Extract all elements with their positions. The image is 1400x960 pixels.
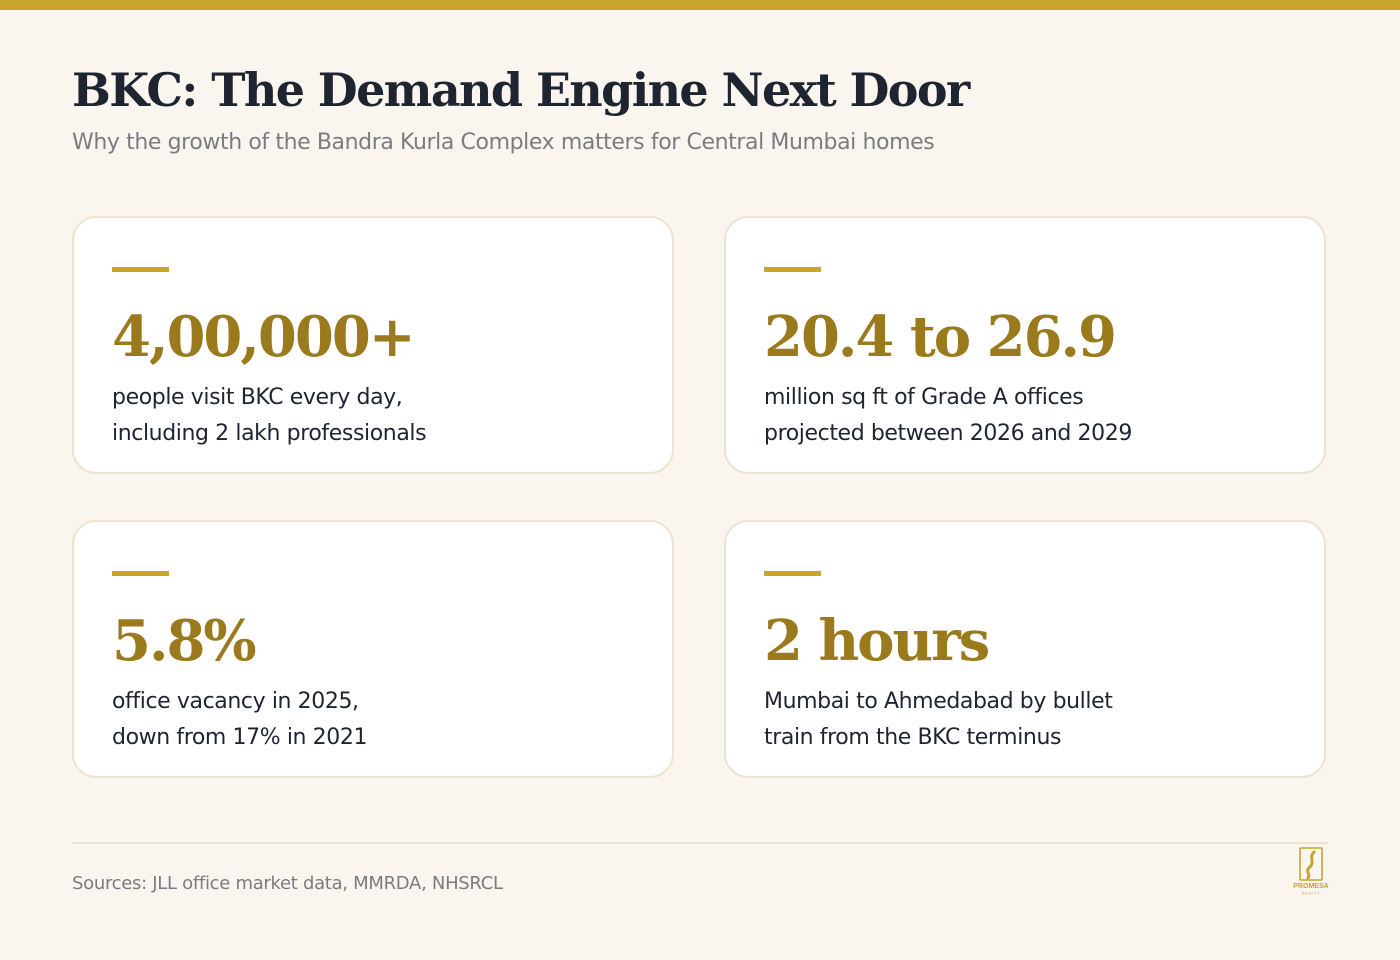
stat-description: office vacancy in 2025, down from 17% in… (112, 684, 367, 756)
card-accent-line (764, 267, 821, 272)
stat-description: people visit BKC every day, including 2 … (112, 380, 427, 452)
stat-card-vacancy: 5.8% office vacancy in 2025, down from 1… (72, 520, 674, 778)
stat-description: Mumbai to Ahmedabad by bullet train from… (764, 684, 1113, 756)
logo-mark (1306, 850, 1316, 880)
card-accent-line (112, 267, 169, 272)
stat-description-line: people visit BKC every day, (112, 385, 403, 410)
card-accent-line (764, 571, 821, 576)
stat-card-visitors: 4,00,000+ people visit BKC every day, in… (72, 216, 674, 474)
stat-description-line: train from the BKC terminus (764, 725, 1062, 750)
stat-description: million sq ft of Grade A offices project… (764, 380, 1132, 452)
footer-divider (72, 842, 1328, 844)
stat-value: 2 hours (764, 608, 990, 674)
stat-card-bullet-train: 2 hours Mumbai to Ahmedabad by bullet tr… (724, 520, 1326, 778)
logo-wordmark: PROMESA (1293, 883, 1328, 890)
page-title: BKC: The Demand Engine Next Door (72, 63, 970, 117)
logo-frame (1299, 847, 1323, 881)
stat-description-line: including 2 lakh professionals (112, 421, 427, 446)
page-subtitle: Why the growth of the Bandra Kurla Compl… (72, 130, 935, 155)
stat-value: 5.8% (112, 608, 257, 674)
stat-description-line: Mumbai to Ahmedabad by bullet (764, 689, 1113, 714)
logo-tagline: REALTY (1302, 892, 1321, 896)
stat-description-line: million sq ft of Grade A offices (764, 385, 1084, 410)
stat-description-line: projected between 2026 and 2029 (764, 421, 1132, 446)
stat-value: 4,00,000+ (112, 304, 416, 370)
promesa-logo: PROMESA REALTY (1293, 847, 1329, 896)
stat-value: 20.4 to 26.9 (764, 304, 1117, 370)
stat-card-office-supply: 20.4 to 26.9 million sq ft of Grade A of… (724, 216, 1326, 474)
card-accent-line (112, 571, 169, 576)
stat-description-line: down from 17% in 2021 (112, 725, 368, 750)
top-accent-bar (0, 0, 1400, 10)
stat-description-line: office vacancy in 2025, (112, 689, 359, 714)
sources-note: Sources: JLL office market data, MMRDA, … (72, 873, 503, 894)
